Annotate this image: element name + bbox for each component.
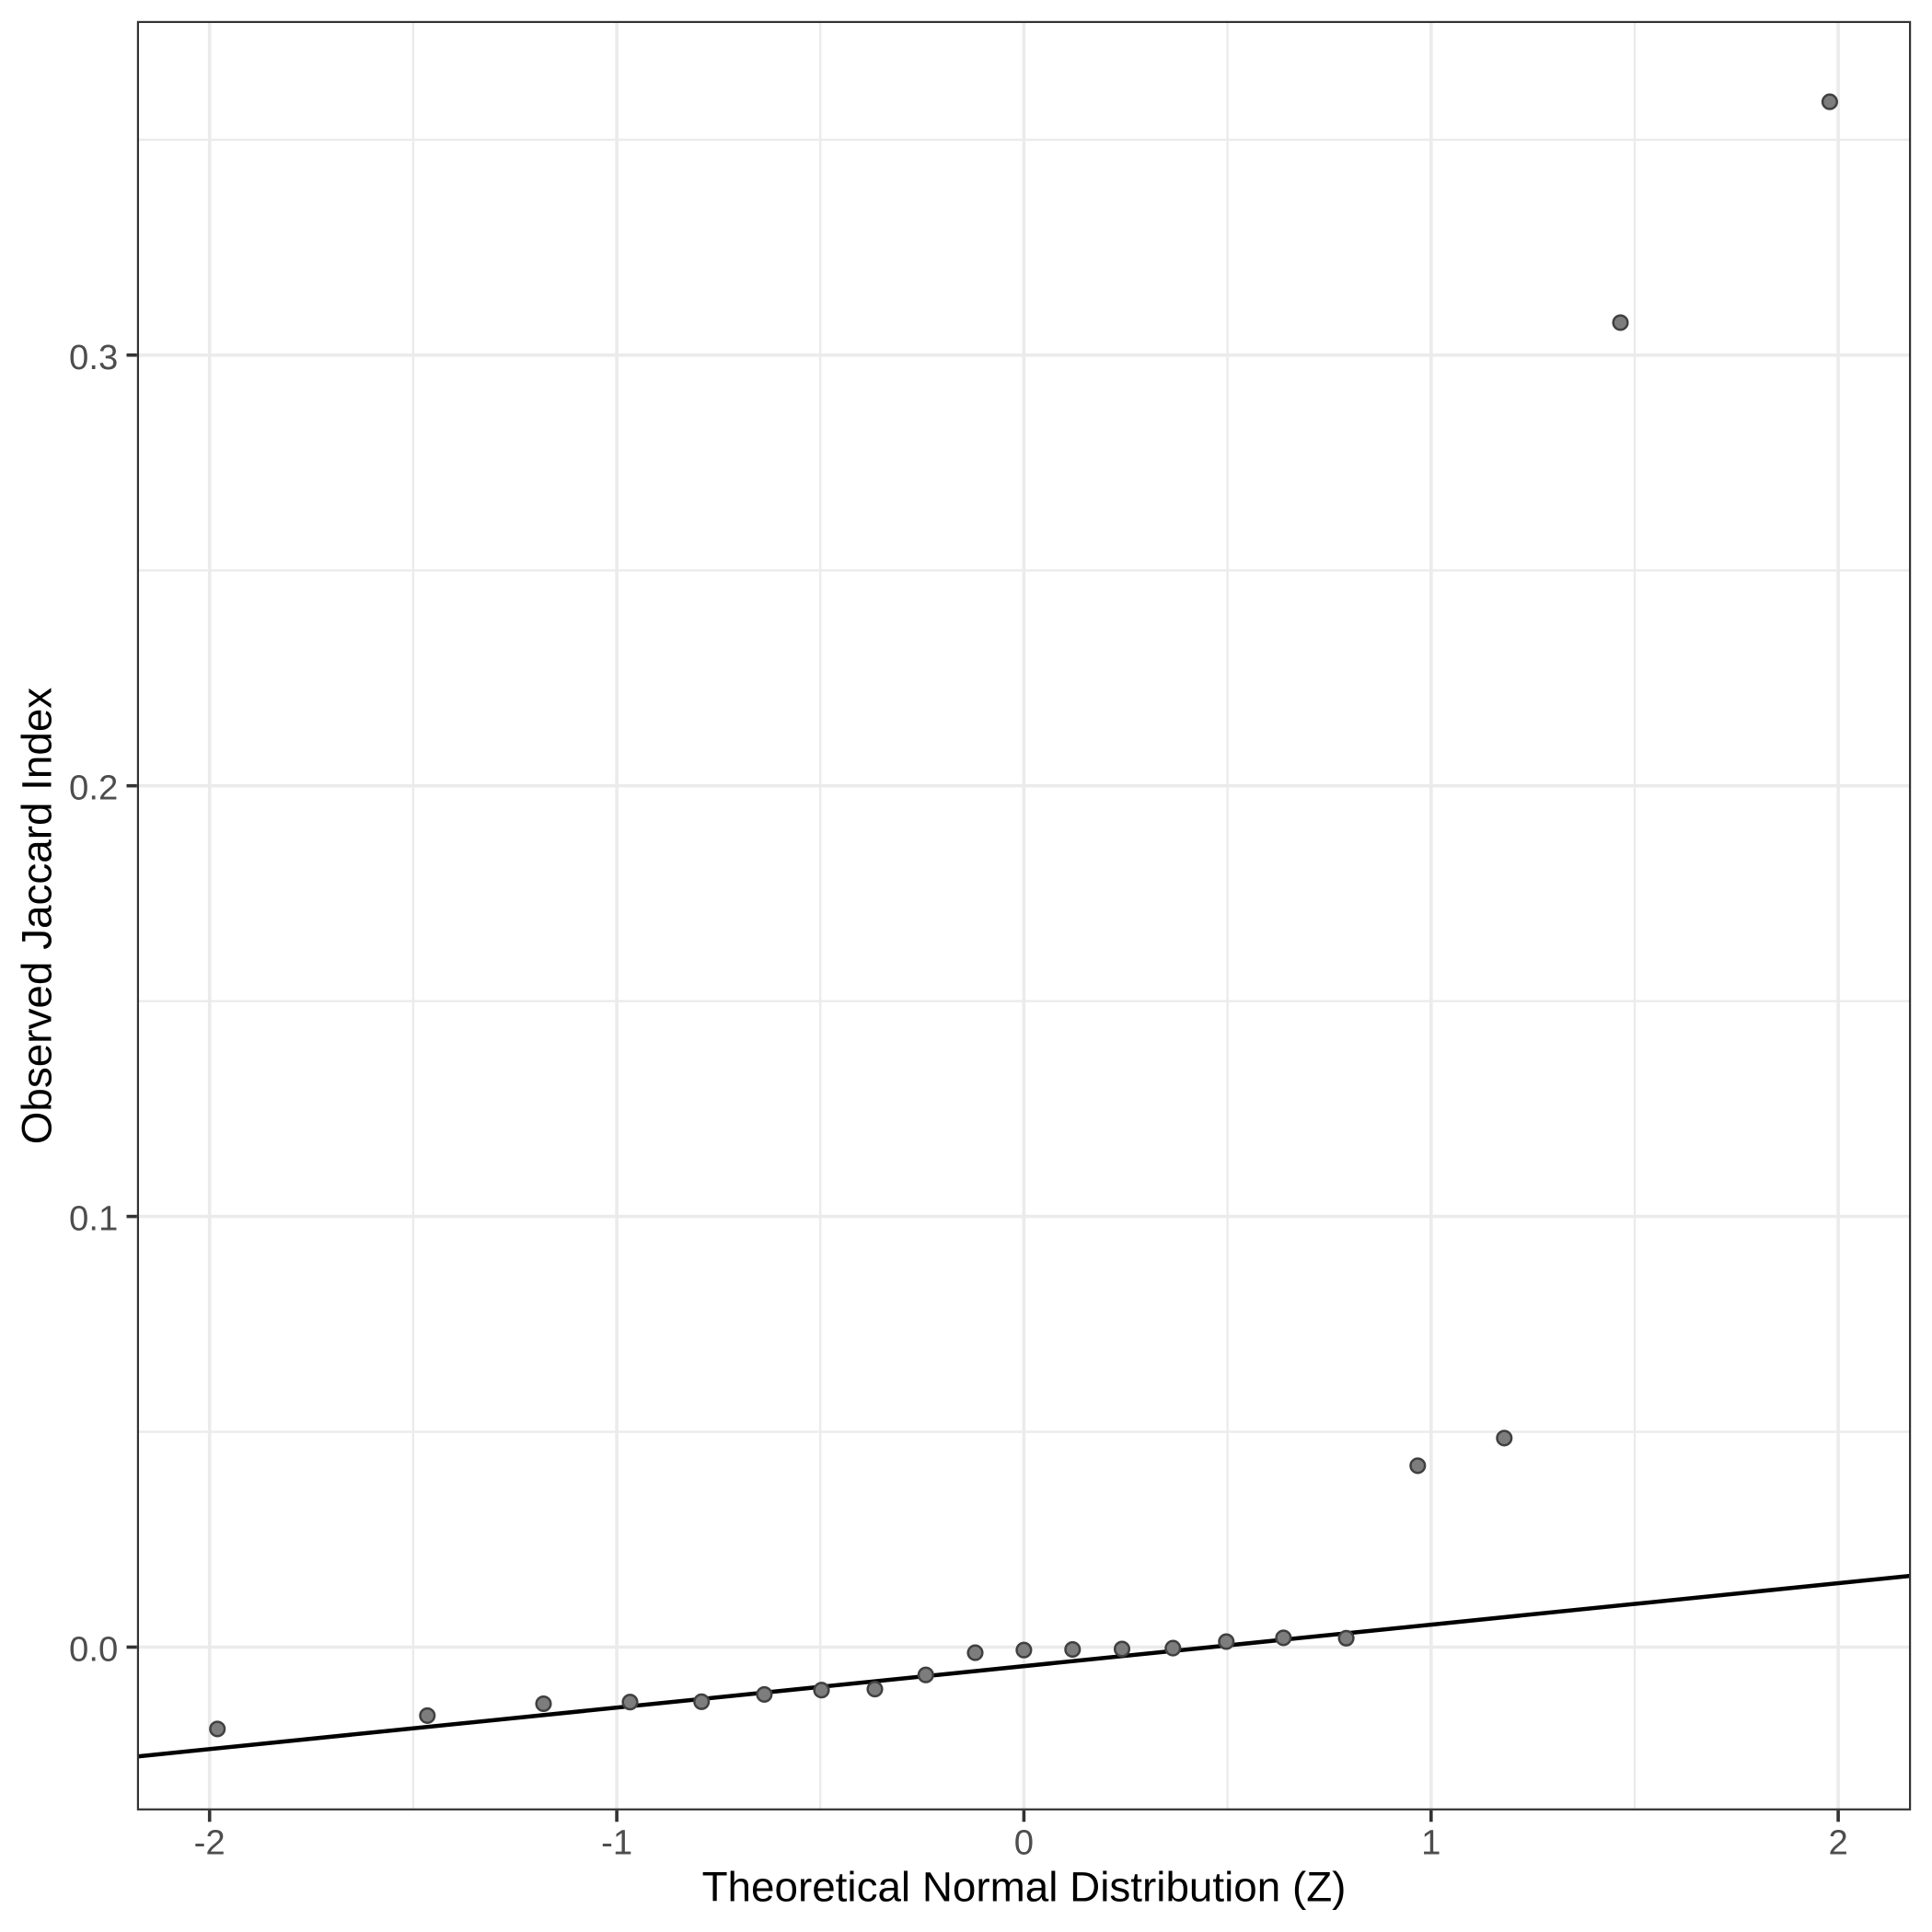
svg-text:0.1: 0.1 [69, 1199, 118, 1239]
svg-text:-2: -2 [194, 1823, 226, 1863]
svg-text:2: 2 [1828, 1823, 1847, 1863]
svg-text:Observed Jaccard Index: Observed Jaccard Index [14, 688, 61, 1144]
svg-text:1: 1 [1421, 1823, 1440, 1863]
svg-text:0: 0 [1014, 1823, 1034, 1863]
svg-text:0.3: 0.3 [69, 338, 118, 377]
svg-text:0.0: 0.0 [69, 1630, 118, 1670]
svg-text:Theoretical Normal Distributio: Theoretical Normal Distribution (Z) [702, 1864, 1347, 1911]
svg-text:0.2: 0.2 [69, 769, 118, 808]
svg-text:-1: -1 [601, 1823, 632, 1863]
